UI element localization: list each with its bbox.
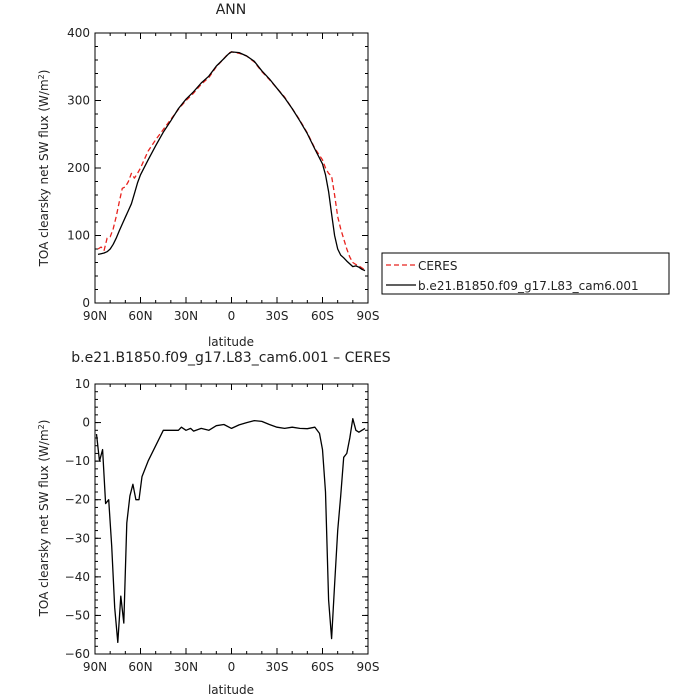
- legend-box: [381, 252, 670, 295]
- bottom-y-tick-label: −10: [65, 454, 90, 468]
- legend-label-model: b.e21.B1850.f09_g17.L83_cam6.001: [418, 279, 639, 293]
- bottom-chart-xlabel: latitude: [208, 683, 254, 697]
- top-series-line-ceres: [97, 51, 366, 271]
- top-chart-legend: CERES b.e21.B1850.f09_g17.L83_cam6.001: [381, 252, 670, 295]
- top-chart-xlabel: latitude: [208, 335, 254, 349]
- top-plot-frame: [94, 32, 369, 304]
- top-x-tick-label: 30S: [266, 309, 289, 323]
- bottom-plot-frame: [94, 383, 369, 655]
- bottom-y-tick-label: −60: [65, 647, 90, 661]
- top-y-tick-label: 200: [67, 161, 90, 175]
- bottom-y-tick-label: 0: [82, 416, 90, 430]
- bottom-chart-panel: b.e21.B1850.f09_g17.L83_cam6.001 – CERES…: [37, 350, 391, 697]
- bottom-x-tick-label: 30N: [174, 660, 198, 674]
- top-x-tick-label: 0: [228, 309, 236, 323]
- bottom-y-tick-label: −20: [65, 493, 90, 507]
- bottom-x-tick-label: 90S: [357, 660, 380, 674]
- bottom-x-tick-label: 90N: [83, 660, 107, 674]
- top-chart-title: ANN: [216, 2, 247, 18]
- bottom-y-tick-label: −50: [65, 608, 90, 622]
- bottom-chart-title: b.e21.B1850.f09_g17.L83_cam6.001 – CERES: [71, 350, 390, 366]
- bottom-y-tick-label: −30: [65, 531, 90, 545]
- bottom-series-line-difference: [95, 418, 366, 644]
- bottom-y-tick-label: 10: [75, 377, 90, 391]
- top-x-tick-label: 60S: [311, 309, 334, 323]
- bottom-x-tick-label: 60S: [311, 660, 334, 674]
- top-x-tick-label: 30N: [174, 309, 198, 323]
- bottom-y-tick-label: −40: [65, 570, 90, 584]
- top-y-tick-label: 400: [67, 26, 90, 40]
- bottom-x-tick-label: 0: [228, 660, 236, 674]
- bottom-x-tick-label: 30S: [266, 660, 289, 674]
- top-x-tick-label: 90S: [357, 309, 380, 323]
- bottom-chart-ylabel: TOA clearsky net SW flux (W/m2): [37, 420, 51, 618]
- bottom-x-tick-label: 60N: [128, 660, 152, 674]
- top-chart-panel: ANN 90N 60N 30N 0 30S 60S 90S 0 100 200 300 400 lat…: [37, 2, 379, 349]
- bottom-plot-area: 90N 60N 30N 0 30S 60S 90S −60 −50 −40 −30 −20 −10 0 10: [65, 377, 380, 674]
- top-x-tick-label: 90N: [83, 309, 107, 323]
- top-plot-area: 90N 60N 30N 0 30S 60S 90S 0 100 200 300 400: [67, 26, 379, 323]
- top-series-line-model: [97, 51, 366, 272]
- legend-label-ceres: CERES: [418, 259, 458, 273]
- top-x-tick-label: 60N: [128, 309, 152, 323]
- top-chart-ylabel: TOA clearsky net SW flux (W/m2): [37, 70, 51, 268]
- top-y-tick-label: 0: [82, 296, 90, 310]
- top-y-tick-label: 100: [67, 229, 90, 243]
- top-y-tick-label: 300: [67, 94, 90, 108]
